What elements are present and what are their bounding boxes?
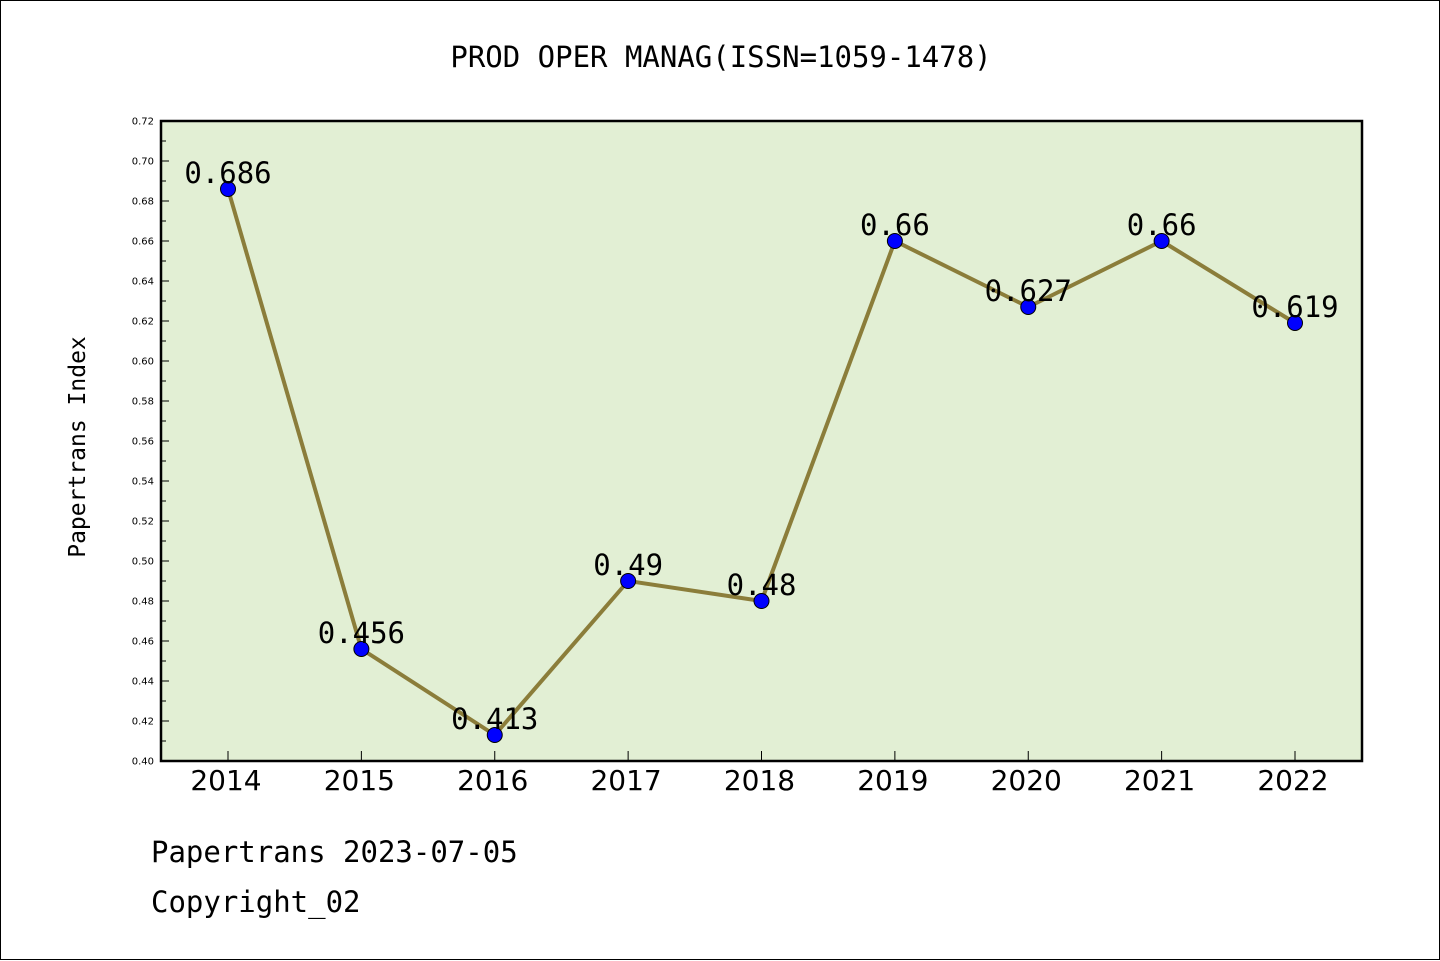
- footer-date: Papertrans 2023-07-05: [151, 835, 518, 869]
- x-tick-label: 2022: [1257, 764, 1328, 797]
- chart-title: PROD OPER MANAG(ISSN=1059-1478): [450, 40, 991, 74]
- y-tick-label: 0.50: [132, 557, 154, 568]
- y-tick-label: 0.68: [132, 197, 154, 208]
- data-label: 0.66: [860, 208, 930, 242]
- data-label: 0.66: [1127, 208, 1197, 242]
- y-tick-label: 0.66: [132, 237, 154, 248]
- data-label: 0.619: [1251, 290, 1338, 324]
- data-label: 0.686: [184, 156, 271, 190]
- data-point: [1020, 299, 1037, 315]
- y-tick-label: 0.64: [132, 277, 154, 288]
- y-tick-label: 0.52: [132, 517, 154, 528]
- data-label: 0.49: [593, 548, 663, 582]
- data-point: [753, 593, 770, 609]
- y-tick-label: 0.72: [132, 117, 154, 128]
- y-tick-label: 0.42: [132, 717, 154, 728]
- data-point: [1153, 233, 1170, 249]
- x-tick-label: 2017: [590, 764, 661, 797]
- x-tick-label: 2018: [724, 764, 795, 797]
- x-tick-label: 2021: [1124, 764, 1195, 797]
- data-label: 0.48: [727, 568, 797, 602]
- footer-copyright: Copyright_02: [151, 885, 361, 919]
- data-point: [620, 573, 637, 589]
- data-point: [353, 641, 370, 657]
- y-tick-label: 0.60: [132, 357, 154, 368]
- y-tick-label: 0.58: [132, 397, 154, 408]
- data-label: 0.413: [451, 702, 538, 736]
- x-tick-label: 2015: [324, 764, 395, 797]
- data-labels: 0.686 0.456 0.413 0.49 0.48 0.66 0.627 0.66 0.61…: [184, 156, 1338, 736]
- y-tick-label: 0.48: [132, 597, 154, 608]
- data-point: [220, 181, 236, 197]
- x-tick-label: 2020: [991, 764, 1062, 797]
- y-tick-label: 0.54: [132, 477, 154, 488]
- y-tick-label: 0.44: [132, 677, 154, 688]
- x-tick-label: 2014: [190, 764, 261, 797]
- data-point: [1287, 315, 1303, 331]
- data-label: 0.627: [985, 274, 1072, 308]
- y-axis-label: Papertrans Index: [65, 336, 91, 558]
- y-tick-label: 0.70: [132, 157, 154, 168]
- x-axis-ticks: 2014 2015 2016 2017 2018 2019 2020 2021 2022: [190, 751, 1329, 797]
- x-tick-label: 2016: [457, 764, 528, 797]
- y-tick-label: 0.62: [132, 317, 154, 328]
- y-tick-label: 0.56: [132, 437, 154, 448]
- data-point: [486, 727, 503, 743]
- y-axis-ticks: 0.40 0.42 0.44 0.46 0.48 0.50 0.52 0.54 0.56 0.58…: [132, 117, 169, 768]
- y-tick-label: 0.46: [132, 637, 154, 648]
- data-points: [220, 181, 1303, 743]
- y-tick-label: 0.40: [132, 757, 154, 768]
- x-tick-label: 2019: [857, 764, 928, 797]
- data-point: [886, 233, 903, 249]
- data-label: 0.456: [318, 616, 405, 650]
